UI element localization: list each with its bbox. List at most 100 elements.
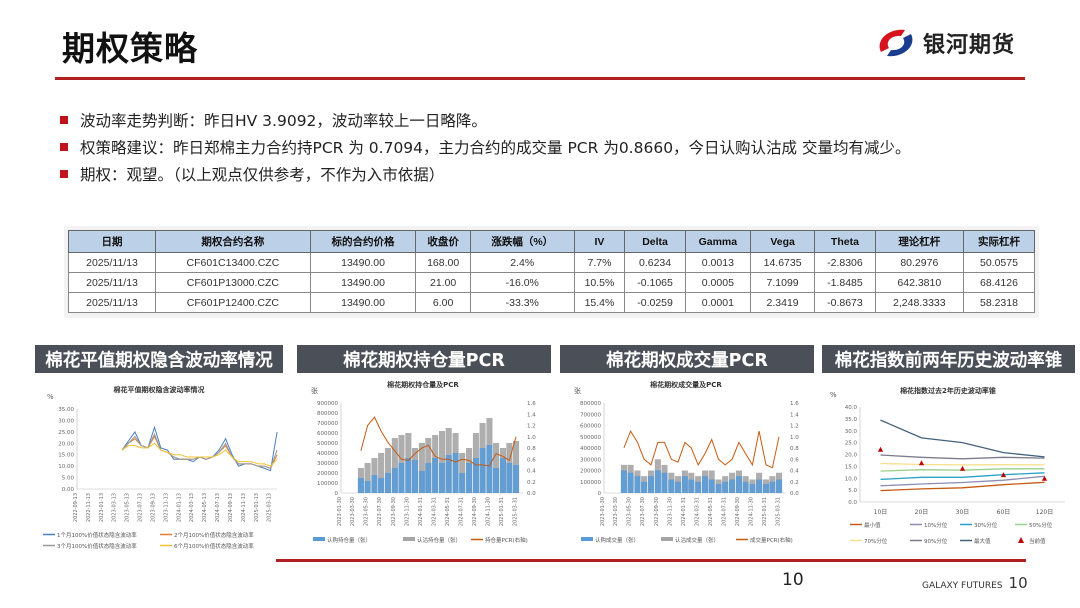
table-header-row: 日期 期权合约名称 标的合约价格 收盘价 涨跌幅（%） IV Delta Gamma Vega T…: [67, 230, 1036, 253]
bar-call: [513, 465, 520, 493]
legend-swatch: [581, 537, 593, 541]
y2-tick-label: 1.4: [790, 412, 799, 418]
x-tick-label: 2023-09-30: [654, 497, 660, 526]
bar-call: [425, 463, 432, 493]
x-tick-label: 2023-07-30: [377, 497, 383, 526]
table-cell: 15.4%: [573, 292, 626, 313]
x-tick-label: 2023-05-30: [627, 497, 633, 526]
bar-call: [722, 481, 729, 493]
y-tick-label: 500000: [317, 441, 338, 447]
x-tick-label: 2023-07-30: [640, 497, 646, 526]
x-tick-label: 2024-01-31: [418, 497, 424, 526]
table-cell: 13490.00: [309, 252, 417, 273]
bar-call: [452, 453, 459, 493]
table-cell: 13490.00: [309, 272, 417, 293]
y-tick-label: 25.0: [845, 441, 858, 447]
y2-tick-label: 0.0: [527, 491, 536, 497]
y-tick-label: 40.0: [845, 405, 858, 411]
x-tick-label: 2024-03-13: [189, 493, 195, 522]
bar-call: [769, 481, 776, 493]
bar-put: [384, 448, 392, 493]
bar-call: [398, 463, 405, 493]
bar-call: [668, 479, 675, 493]
x-tick-label: 2023-09-30: [391, 497, 397, 526]
table-cell: 68.4126: [962, 272, 1036, 293]
bar-call: [479, 448, 486, 493]
y2-tick-label: 1.2: [527, 424, 536, 430]
bar-call: [466, 463, 473, 493]
galaxy-logo-icon: [879, 29, 913, 57]
x-tick-label: 2025-01-31: [499, 497, 505, 526]
x-tick-label: 2023-01-30: [600, 497, 606, 526]
footer-divider: [276, 559, 1026, 562]
footer-page-number: 10: [1008, 574, 1028, 592]
bar-call: [378, 478, 385, 493]
series-line: [880, 419, 1045, 458]
column-header: 期权合约名称: [155, 230, 311, 253]
table-cell: 21.00: [415, 272, 471, 293]
x-tick-label: 2024-11-13: [241, 493, 247, 522]
bar-call: [702, 476, 709, 493]
x-tick-label: 30日: [956, 509, 970, 516]
legend-swatch: [661, 537, 673, 541]
y-tick-label: 300000: [580, 457, 601, 463]
column-header: 日期: [67, 230, 157, 253]
y-tick-label: 800000: [317, 411, 338, 417]
legend-label: 持仓量PCR(右轴): [485, 536, 528, 544]
bar-call: [499, 458, 506, 493]
table-cell: 14.6735: [749, 252, 816, 273]
y-tick-label: 0: [598, 491, 602, 497]
legend-swatch: [403, 537, 415, 541]
bar-call: [688, 479, 695, 493]
options-table-container: 日期 期权合约名称 标的合约价格 收盘价 涨跌幅（%） IV Delta Gamma Vega T…: [64, 226, 1039, 318]
section-header-volume-pcr: 棉花期权成交量PCR: [560, 345, 814, 373]
y-tick-label: 100000: [580, 480, 601, 486]
y2-tick-label: 1.4: [527, 412, 536, 418]
table-cell: 168.00: [415, 252, 471, 273]
header-divider: [55, 77, 1025, 80]
table-cell: 2025/11/13: [67, 252, 157, 273]
y2-tick-label: 0.6: [527, 457, 536, 463]
bullet-square-icon: [60, 115, 68, 124]
bar-call: [506, 463, 513, 493]
table-cell: 6.00: [415, 292, 471, 313]
y2-tick-label: 0.4: [527, 469, 536, 475]
bar-call: [776, 479, 783, 493]
y-tick-label: 0: [335, 491, 339, 497]
bar-call: [391, 468, 398, 493]
column-header: 理论杠杆: [874, 230, 964, 253]
table-cell: -2.8306: [814, 252, 876, 273]
legend-label: 10%分位: [924, 521, 948, 529]
bar-call: [735, 476, 742, 493]
column-header: 涨跌幅（%）: [469, 230, 575, 253]
y-tick-label: 900000: [317, 401, 338, 407]
current-value-marker: [1000, 472, 1007, 478]
legend-label: 50%分位: [1029, 521, 1053, 529]
bar-call: [493, 468, 500, 493]
x-tick-label: 2024-01-13: [176, 493, 182, 522]
table-cell: 0.6234: [624, 252, 686, 273]
x-tick-label: 2024-11-30: [748, 497, 754, 526]
section-header-oi-pcr: 棉花期权持仓量PCR: [297, 345, 551, 373]
column-header: 收盘价: [415, 230, 471, 253]
table-row: 2025/11/13 CF601P13000.CZC 13490.00 21.00 -1…: [67, 272, 1036, 293]
bar-call: [405, 458, 412, 493]
column-header: Theta: [814, 230, 876, 253]
bar-call: [627, 472, 634, 493]
y2-tick-label: 0.0: [790, 491, 799, 497]
series-line: [121, 432, 278, 470]
bullet-text: 权策略建议：昨日郑棉主力合约持PCR 为 0.7094，主力合约的成交量 PCR…: [80, 138, 911, 157]
bullet-item: 期权：观望。（以上观点仅供参考，不作为入市依据）: [60, 160, 911, 187]
table-row: 2025/11/13 CF601C13400.CZC 13490.00 168.00 2…: [67, 252, 1036, 273]
legend-label: 最大值: [974, 537, 991, 545]
y-tick-label: 700000: [317, 421, 338, 427]
bar-call: [695, 481, 702, 493]
x-tick-label: 2024-05-13: [202, 493, 208, 522]
bar-call: [432, 458, 439, 493]
table-cell: CF601C13400.CZC: [155, 252, 311, 273]
legend-label: 6个月100%价值状态隐含波动率: [174, 542, 254, 550]
bar-call: [729, 479, 736, 493]
x-tick-label: 2023-11-30: [404, 497, 410, 526]
column-header: 标的合约价格: [309, 230, 417, 253]
table-row: 2025/11/13 CF601P12400.CZC 13490.00 6.00 -33…: [67, 292, 1036, 313]
